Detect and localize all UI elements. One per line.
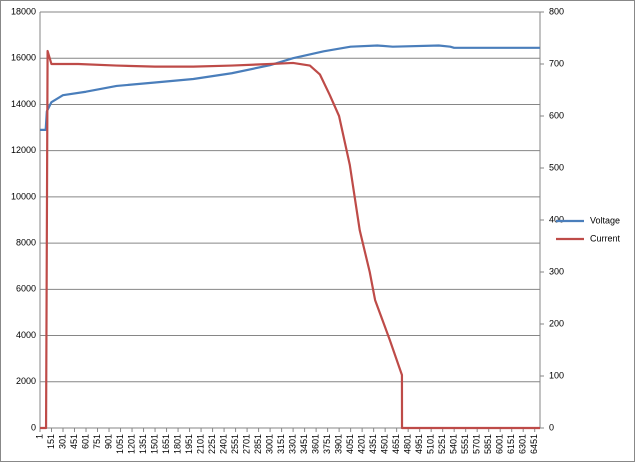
x-tick-label: 751 xyxy=(92,434,102,449)
x-tick-label: 6001 xyxy=(495,434,505,454)
y2-tick-label: 100 xyxy=(549,370,564,380)
x-tick-label: 5401 xyxy=(449,434,459,454)
y2-tick-label: 300 xyxy=(549,266,564,276)
y2-tick-label: 600 xyxy=(549,110,564,120)
x-tick-label: 2701 xyxy=(241,434,251,454)
x-tick-label: 4351 xyxy=(368,434,378,454)
x-tick-label: 4201 xyxy=(357,434,367,454)
x-tick-label: 2551 xyxy=(230,434,240,454)
y-tick-label: 8000 xyxy=(16,237,36,247)
x-tick-label: 3751 xyxy=(322,434,332,454)
y2-tick-label: 800 xyxy=(549,6,564,16)
x-tick-label: 2251 xyxy=(207,434,217,454)
y2-tick-label: 500 xyxy=(549,162,564,172)
x-tick-label: 301 xyxy=(57,434,67,449)
x-tick-label: 1501 xyxy=(149,434,159,454)
x-tick-label: 4651 xyxy=(391,434,401,454)
x-tick-label: 2101 xyxy=(195,434,205,454)
x-tick-label: 4951 xyxy=(414,434,424,454)
y-tick-label: 18000 xyxy=(11,6,36,16)
x-tick-label: 3601 xyxy=(310,434,320,454)
y-tick-label: 2000 xyxy=(16,376,36,386)
x-tick-label: 5251 xyxy=(437,434,447,454)
y2-tick-label: 0 xyxy=(549,422,554,432)
y-tick-label: 0 xyxy=(31,422,36,432)
x-tick-label: 5701 xyxy=(472,434,482,454)
x-tick-label: 1 xyxy=(34,434,44,439)
x-tick-label: 2401 xyxy=(218,434,228,454)
x-tick-label: 5851 xyxy=(483,434,493,454)
x-tick-label: 5101 xyxy=(426,434,436,454)
x-tick-label: 1951 xyxy=(184,434,194,454)
x-tick-label: 451 xyxy=(69,434,79,449)
y2-tick-label: 700 xyxy=(549,58,564,68)
y-tick-label: 4000 xyxy=(16,330,36,340)
y2-tick-label: 200 xyxy=(549,318,564,328)
x-tick-label: 4801 xyxy=(403,434,413,454)
y-tick-label: 14000 xyxy=(11,99,36,109)
x-tick-label: 3451 xyxy=(299,434,309,454)
y2-tick-label: 400 xyxy=(549,214,564,224)
x-tick-label: 1801 xyxy=(172,434,182,454)
x-tick-label: 1201 xyxy=(126,434,136,454)
y-tick-label: 12000 xyxy=(11,145,36,155)
x-tick-label: 151 xyxy=(46,434,56,449)
y-tick-label: 6000 xyxy=(16,284,36,294)
x-tick-label: 901 xyxy=(103,434,113,449)
x-tick-label: 1351 xyxy=(138,434,148,454)
legend-label: Current xyxy=(590,233,621,243)
x-tick-label: 3151 xyxy=(276,434,286,454)
x-tick-label: 1651 xyxy=(161,434,171,454)
x-tick-label: 601 xyxy=(80,434,90,449)
x-tick-label: 1051 xyxy=(115,434,125,454)
y-tick-label: 10000 xyxy=(11,191,36,201)
y-tick-label: 16000 xyxy=(11,53,36,63)
x-tick-label: 6151 xyxy=(506,434,516,454)
x-tick-label: 6301 xyxy=(518,434,528,454)
x-tick-label: 3301 xyxy=(287,434,297,454)
x-tick-label: 4051 xyxy=(345,434,355,454)
x-tick-label: 3001 xyxy=(264,434,274,454)
x-tick-label: 6451 xyxy=(529,434,539,454)
x-tick-label: 4501 xyxy=(380,434,390,454)
legend-label: Voltage xyxy=(590,215,620,225)
x-tick-label: 2851 xyxy=(253,434,263,454)
series-line xyxy=(40,49,540,430)
x-tick-label: 3901 xyxy=(334,434,344,454)
x-tick-label: 5551 xyxy=(460,434,470,454)
